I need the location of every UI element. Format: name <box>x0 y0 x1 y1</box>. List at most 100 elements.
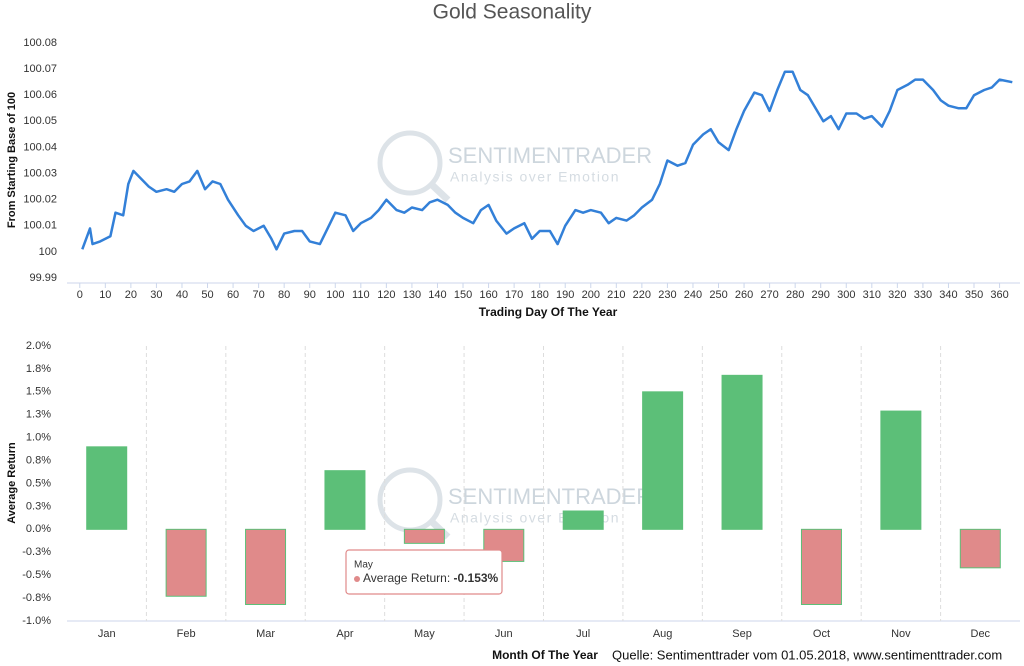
x-tick-label: 70 <box>252 289 264 301</box>
tooltip-box <box>345 549 503 595</box>
bar <box>165 528 207 597</box>
x-tick-label: 200 <box>582 289 600 301</box>
x-tick-label: Jul <box>576 628 590 640</box>
x-tick-label: 40 <box>176 289 188 301</box>
x-tick-label: Mar <box>256 628 275 640</box>
x-tick-label: 270 <box>760 289 778 301</box>
y-tick-label: -0.3% <box>22 546 51 558</box>
y-tick-label: 100.03 <box>23 167 57 179</box>
y-tick-label: 1.5% <box>26 386 51 398</box>
y-tick-label: 99.99 <box>29 272 57 284</box>
x-tick-label: Jan <box>98 628 116 640</box>
watermark-icon <box>427 180 451 203</box>
watermark-brand: SENTIMENTRADER <box>448 143 652 168</box>
y-tick-label: 0.3% <box>26 500 51 512</box>
x-tick-label: 360 <box>990 289 1008 301</box>
y-tick-label: -1.0% <box>22 615 51 627</box>
line <box>81 70 1013 251</box>
y-tick-label: 100.01 <box>23 220 57 232</box>
x-tick-label: 280 <box>786 289 804 301</box>
x-tick-label: 300 <box>837 289 855 301</box>
watermark-icon <box>427 517 451 540</box>
y-tick-label: 100.06 <box>23 89 57 101</box>
y-tick-label: 100 <box>39 246 57 258</box>
bar <box>721 374 763 530</box>
bar <box>324 470 366 530</box>
x-tick-label: Sep <box>732 628 752 640</box>
watermark-icon <box>377 130 443 196</box>
x-tick-label: 340 <box>939 289 957 301</box>
source: Quelle: Sentimenttrader vom 01.05.2018, … <box>612 647 1002 662</box>
x-tick-label: 120 <box>377 289 395 301</box>
bar <box>562 510 604 530</box>
x-tick-label: 0 <box>77 289 83 301</box>
y-tick-label: 0.8% <box>26 454 51 466</box>
x-tick-label: 80 <box>278 289 290 301</box>
tooltip-label: Average Return: -0.153% <box>363 571 499 585</box>
tooltip-value: -0.153% <box>454 571 499 585</box>
x-tick-label: Nov <box>891 628 911 640</box>
x-tick-label: 60 <box>227 289 239 301</box>
x-tick-label: Dec <box>971 628 991 640</box>
x-tick-label: 30 <box>150 289 162 301</box>
x-tick-label: 190 <box>556 289 574 301</box>
x-tick-label: 20 <box>125 289 137 301</box>
x-tick-label: 50 <box>201 289 213 301</box>
y-tick-label: 100.02 <box>23 194 57 206</box>
tooltip-dot <box>354 576 360 582</box>
x-tick-label: 250 <box>709 289 727 301</box>
tooltip-title: May <box>354 560 373 571</box>
chart-title: Gold Seasonality <box>433 1 592 24</box>
watermark-brand: SENTIMENTRADER <box>448 484 652 509</box>
bar <box>86 446 128 530</box>
y-tick-label: 100.04 <box>23 141 57 153</box>
y-axis-title: Average Return <box>6 442 18 524</box>
x-tick-label: Oct <box>813 628 830 640</box>
y-tick-label: 1.8% <box>26 363 51 375</box>
x-tick-label: 240 <box>684 289 702 301</box>
x-tick-label: 220 <box>633 289 651 301</box>
y-tick-label: 0.0% <box>26 523 51 535</box>
y-tick-label: -0.8% <box>22 592 51 604</box>
y-tick-label: 0.5% <box>26 477 51 489</box>
bar <box>403 528 445 544</box>
x-tick-label: 170 <box>505 289 523 301</box>
y-tick-label: 1.0% <box>26 432 51 444</box>
bar <box>245 528 287 605</box>
x-tick-label: 180 <box>530 289 548 301</box>
y-tick-label: 100.07 <box>23 63 57 75</box>
x-tick-label: 320 <box>888 289 906 301</box>
x-tick-label: 160 <box>479 289 497 301</box>
x-tick-label: 150 <box>454 289 472 301</box>
y-tick-label: 100.08 <box>23 37 57 49</box>
x-tick-label: 90 <box>304 289 316 301</box>
x-tick-label: 210 <box>607 289 625 301</box>
x-tick-label: May <box>414 628 435 640</box>
x-tick-label: 110 <box>352 289 370 301</box>
bar <box>959 528 1001 569</box>
y-tick-label: 1.3% <box>26 409 51 421</box>
y-tick-label: 2.0% <box>26 340 51 352</box>
x-tick-label: 330 <box>914 289 932 301</box>
y-tick-label: -0.5% <box>22 569 51 581</box>
x-tick-label: 140 <box>428 289 446 301</box>
x-axis-title: Month Of The Year <box>492 648 598 662</box>
x-tick-label: 290 <box>812 289 830 301</box>
x-tick-label: Jun <box>495 628 513 640</box>
x-tick-label: Apr <box>336 628 353 640</box>
y-tick-label: 100.05 <box>23 115 57 127</box>
x-tick-label: 260 <box>735 289 753 301</box>
x-tick-label: Aug <box>653 628 673 640</box>
x-tick-label: 230 <box>658 289 676 301</box>
watermark-tagline: Analysis over Emotion <box>450 169 620 185</box>
x-tick-label: 10 <box>99 289 111 301</box>
bar <box>880 410 922 530</box>
x-tick-label: 310 <box>863 289 881 301</box>
x-axis-title: Trading Day Of The Year <box>479 305 618 319</box>
bar <box>800 528 842 605</box>
x-tick-label: Feb <box>177 628 196 640</box>
x-tick-label: 100 <box>326 289 344 301</box>
